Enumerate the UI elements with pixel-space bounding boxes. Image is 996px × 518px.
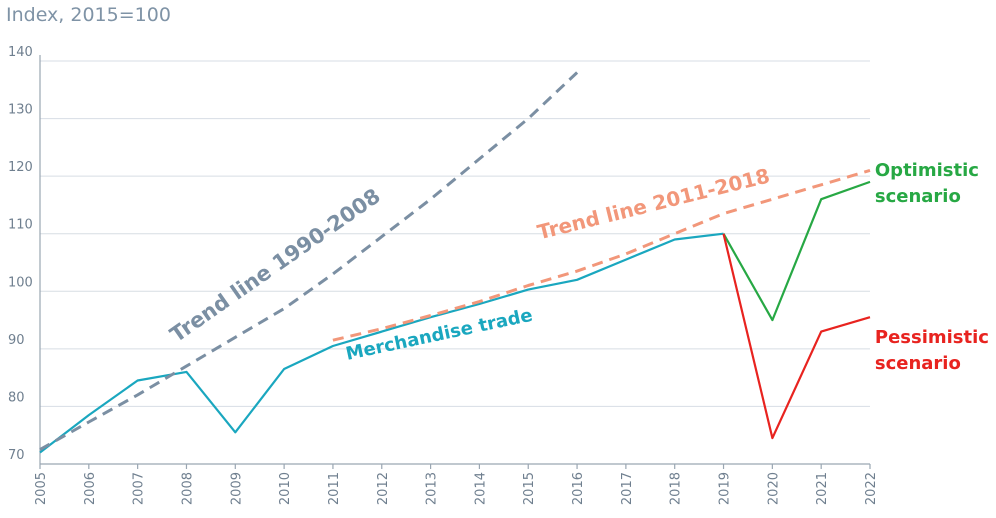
y-tick-label: 140 bbox=[8, 45, 33, 60]
x-tick-label: 2021 bbox=[815, 472, 830, 505]
x-tick-label: 2013 bbox=[425, 472, 440, 505]
y-tick-label: 80 bbox=[8, 390, 25, 405]
y-tick-label: 70 bbox=[8, 448, 25, 463]
x-tick-label: 2007 bbox=[132, 472, 147, 505]
annotation-label: Trend line 2011-2018 bbox=[535, 163, 772, 244]
y-axis-ticks: 70 80 90 100 110 120 130 140 bbox=[8, 45, 33, 463]
y-tick-label: 130 bbox=[8, 103, 33, 118]
x-tick-label: 2008 bbox=[180, 472, 195, 505]
series-line bbox=[722, 180, 871, 322]
y-tick-label: 90 bbox=[8, 333, 25, 348]
x-tick-label: 2010 bbox=[278, 472, 293, 505]
annotation-label: Optimistic bbox=[875, 160, 979, 181]
series-line bbox=[722, 233, 871, 440]
x-tick-label: 2005 bbox=[34, 472, 49, 505]
series-line bbox=[39, 71, 579, 451]
x-tick-label: 2006 bbox=[83, 472, 98, 505]
x-tick-label: 2017 bbox=[620, 472, 635, 505]
x-tick-label: 2016 bbox=[571, 472, 586, 505]
series-lines bbox=[39, 71, 871, 454]
x-tick-label: 2009 bbox=[229, 472, 244, 505]
series-line bbox=[39, 232, 724, 454]
gridlines bbox=[40, 60, 870, 465]
annotations: Trend line 1990-2008 Trend line 2011-2018… bbox=[166, 160, 989, 374]
y-tick-label: 100 bbox=[8, 275, 33, 290]
x-tick-label: 2020 bbox=[766, 472, 781, 505]
annotation-label: scenario bbox=[875, 186, 961, 207]
series-line bbox=[332, 168, 871, 342]
y-tick-label: 120 bbox=[8, 160, 33, 175]
annotation-label: Trend line 1990-2008 bbox=[166, 184, 385, 347]
annotation-label: scenario bbox=[875, 353, 961, 374]
x-axis: 2005 2006 2007 2008 2009 2010 2011 2012 2013 2014… bbox=[34, 55, 879, 505]
x-tick-label: 2019 bbox=[718, 472, 733, 505]
x-tick-label: 2011 bbox=[327, 472, 342, 505]
x-tick-label: 2018 bbox=[669, 472, 684, 505]
y-tick-label: 110 bbox=[8, 218, 33, 233]
x-tick-label: 2012 bbox=[376, 472, 391, 505]
y-axis-title: Index, 2015=100 bbox=[6, 4, 171, 26]
x-tick-label: 2014 bbox=[473, 472, 488, 505]
annotation-label: Pessimistic bbox=[875, 327, 989, 348]
x-tick-label: 2015 bbox=[522, 472, 537, 505]
x-tick-label: 2022 bbox=[864, 472, 879, 505]
